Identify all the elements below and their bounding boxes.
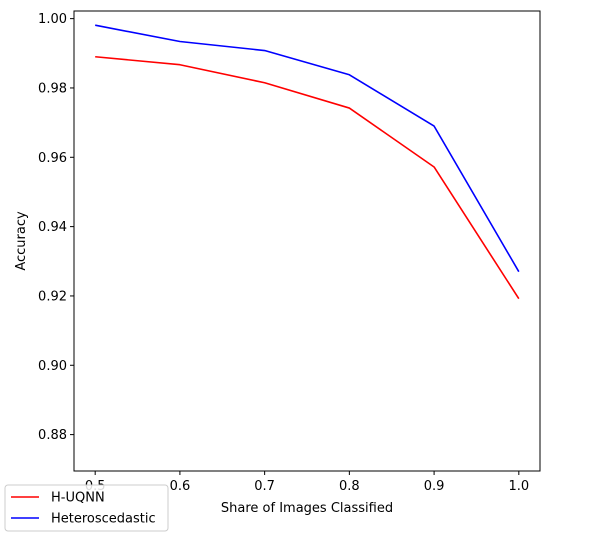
x-tick-label: 0.7: [254, 479, 275, 494]
y-tick-label: 0.90: [38, 359, 67, 374]
y-axis-label: Accuracy: [14, 211, 29, 271]
legend: H-UQNN Heteroscedastic: [4, 484, 169, 532]
x-tick-label: 0.6: [170, 479, 191, 494]
legend-box: [4, 484, 169, 532]
y-tick-label: 0.88: [38, 428, 67, 443]
y-tick-label: 0.92: [38, 289, 67, 304]
y-axis: 0.88 0.90 0.92 0.94 0.96 0.98 1.00: [38, 12, 74, 443]
series-layer: [95, 24, 520, 300]
x-tick-label: 0.9: [424, 479, 445, 494]
x-tick-label: 0.8: [339, 479, 360, 494]
series-line-h-uqnn: [95, 55, 520, 300]
y-tick-label: 0.96: [38, 151, 67, 166]
y-tick-label: 1.00: [38, 12, 67, 27]
legend-label: H-UQNN: [51, 491, 105, 506]
series-line-heteroscedastic: [95, 24, 520, 273]
plot-frame: [73, 10, 541, 472]
plot-area: [74, 11, 540, 471]
legend-label: Heteroscedastic: [51, 512, 156, 527]
y-tick-label: 0.94: [38, 220, 67, 235]
x-tick-label: 1.0: [508, 479, 529, 494]
y-tick-label: 0.98: [38, 81, 67, 96]
x-axis-label: Share of Images Classified: [221, 501, 393, 516]
